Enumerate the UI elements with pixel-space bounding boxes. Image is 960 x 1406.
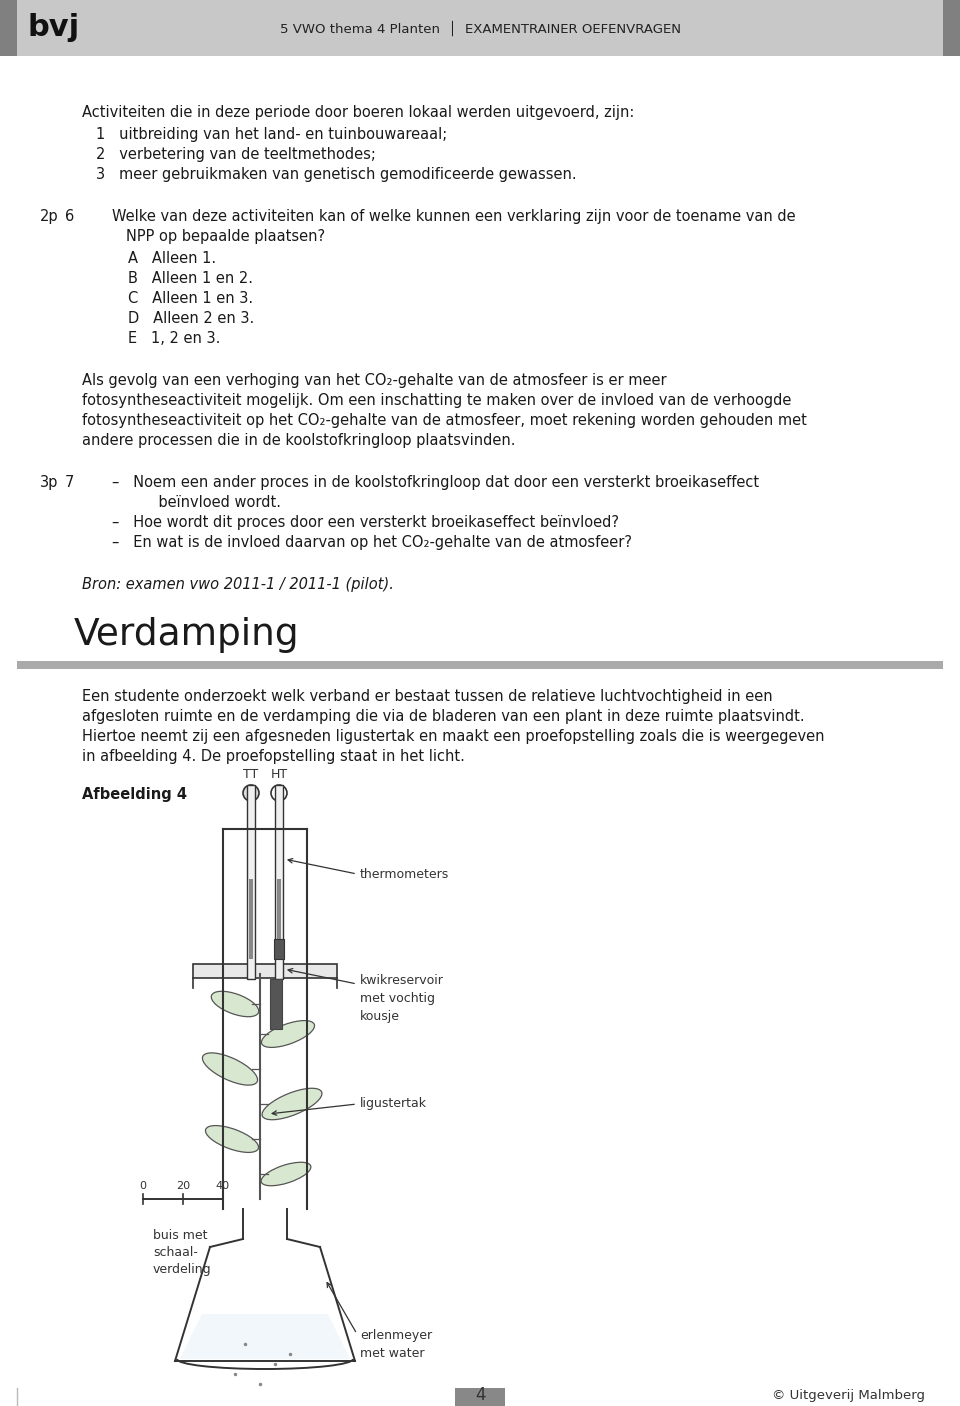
Text: andere processen die in de koolstofkringloop plaatsvinden.: andere processen die in de koolstofkring… bbox=[82, 433, 516, 449]
Text: Bron: examen vwo 2011-1 / 2011-1 (pilot).: Bron: examen vwo 2011-1 / 2011-1 (pilot)… bbox=[82, 576, 394, 592]
Text: 4: 4 bbox=[475, 1386, 485, 1405]
Bar bbox=[249, 879, 253, 959]
Text: 3p: 3p bbox=[40, 475, 59, 491]
Text: beïnvloed wordt.: beïnvloed wordt. bbox=[126, 495, 281, 510]
Text: NPP op bepaalde plaatsen?: NPP op bepaalde plaatsen? bbox=[126, 229, 325, 245]
Bar bbox=[943, 0, 960, 56]
Text: kwikreservoir
met vochtig
kousje: kwikreservoir met vochtig kousje bbox=[360, 974, 444, 1024]
Ellipse shape bbox=[203, 1053, 257, 1085]
Text: Een studente onderzoekt welk verband er bestaat tussen de relatieve luchtvochtig: Een studente onderzoekt welk verband er … bbox=[82, 689, 773, 704]
Text: A   Alleen 1.: A Alleen 1. bbox=[128, 252, 216, 266]
Text: HT: HT bbox=[271, 768, 288, 780]
Bar bbox=[277, 879, 281, 959]
Text: buis met
schaal-
verdeling: buis met schaal- verdeling bbox=[153, 1229, 211, 1277]
Bar bbox=[275, 785, 283, 979]
Text: –   Hoe wordt dit proces door een versterkt broeikaseffect beïnvloed?: – Hoe wordt dit proces door een versterk… bbox=[112, 515, 619, 530]
Text: bvj: bvj bbox=[28, 14, 81, 42]
Text: 5 VWO thema 4 Planten  │  EXAMENTRAINER OEFENVRAGEN: 5 VWO thema 4 Planten │ EXAMENTRAINER OE… bbox=[279, 20, 681, 35]
Text: C   Alleen 1 en 3.: C Alleen 1 en 3. bbox=[128, 291, 253, 307]
Text: Welke van deze activiteiten kan of welke kunnen een verklaring zijn voor de toen: Welke van deze activiteiten kan of welke… bbox=[112, 209, 796, 224]
Text: © Uitgeverij Malmberg: © Uitgeverij Malmberg bbox=[772, 1389, 925, 1402]
Text: Als gevolg van een verhoging van het CO₂-gehalte van de atmosfeer is er meer: Als gevolg van een verhoging van het CO₂… bbox=[82, 373, 666, 388]
Text: erlenmeyer
met water: erlenmeyer met water bbox=[360, 1329, 432, 1360]
Circle shape bbox=[243, 785, 259, 801]
Ellipse shape bbox=[211, 991, 259, 1017]
Bar bbox=[247, 785, 255, 979]
Text: 0: 0 bbox=[139, 1181, 147, 1191]
Text: TT: TT bbox=[244, 768, 258, 780]
Polygon shape bbox=[180, 1315, 350, 1360]
Text: fotosyntheseactiviteit mogelijk. Om een inschatting te maken over de invloed van: fotosyntheseactiviteit mogelijk. Om een … bbox=[82, 394, 791, 408]
Text: 2p: 2p bbox=[40, 209, 59, 224]
Text: thermometers: thermometers bbox=[360, 868, 449, 880]
Bar bbox=[274, 939, 284, 959]
Text: fotosyntheseactiviteit op het CO₂-gehalte van de atmosfeer, moet rekening worden: fotosyntheseactiviteit op het CO₂-gehalt… bbox=[82, 413, 806, 427]
Bar bbox=[270, 979, 282, 1029]
Bar bbox=[0, 0, 960, 56]
Text: D   Alleen 2 en 3.: D Alleen 2 en 3. bbox=[128, 311, 254, 326]
Text: in afbeelding 4. De proefopstelling staat in het licht.: in afbeelding 4. De proefopstelling staa… bbox=[82, 749, 465, 763]
Text: 3   meer gebruikmaken van genetisch gemodificeerde gewassen.: 3 meer gebruikmaken van genetisch gemodi… bbox=[96, 167, 577, 181]
Bar bbox=[455, 1388, 505, 1406]
Text: ligustertak: ligustertak bbox=[360, 1098, 427, 1111]
Text: Verdamping: Verdamping bbox=[74, 617, 300, 652]
Text: 7: 7 bbox=[65, 475, 74, 491]
Ellipse shape bbox=[205, 1126, 258, 1153]
Text: B   Alleen 1 en 2.: B Alleen 1 en 2. bbox=[128, 271, 253, 285]
Ellipse shape bbox=[261, 1021, 315, 1047]
Text: 20: 20 bbox=[176, 1181, 190, 1191]
Text: 1   uitbreiding van het land- en tuinbouwareaal;: 1 uitbreiding van het land- en tuinbouwa… bbox=[96, 127, 447, 142]
Text: afgesloten ruimte en de verdamping die via de bladeren van een plant in deze rui: afgesloten ruimte en de verdamping die v… bbox=[82, 709, 804, 724]
Text: Afbeelding 4: Afbeelding 4 bbox=[82, 787, 187, 801]
Text: –   Noem een ander proces in de koolstofkringloop dat door een versterkt broeika: – Noem een ander proces in de koolstofkr… bbox=[112, 475, 759, 491]
Text: 2   verbetering van de teeltmethodes;: 2 verbetering van de teeltmethodes; bbox=[96, 148, 376, 162]
Text: E   1, 2 en 3.: E 1, 2 en 3. bbox=[128, 330, 221, 346]
Text: –   En wat is de invloed daarvan op het CO₂-gehalte van de atmosfeer?: – En wat is de invloed daarvan op het CO… bbox=[112, 536, 632, 550]
Bar bbox=[0, 0, 17, 56]
Text: 40: 40 bbox=[216, 1181, 230, 1191]
Text: Activiteiten die in deze periode door boeren lokaal werden uitgevoerd, zijn:: Activiteiten die in deze periode door bo… bbox=[82, 105, 635, 120]
Circle shape bbox=[271, 785, 287, 801]
Text: 6: 6 bbox=[65, 209, 74, 224]
Bar bbox=[17, 661, 943, 669]
Ellipse shape bbox=[262, 1088, 322, 1119]
Text: Hiertoe neemt zij een afgesneden ligustertak en maakt een proefopstelling zoals : Hiertoe neemt zij een afgesneden liguste… bbox=[82, 728, 825, 744]
Ellipse shape bbox=[261, 1163, 311, 1185]
Bar bbox=[193, 965, 337, 979]
